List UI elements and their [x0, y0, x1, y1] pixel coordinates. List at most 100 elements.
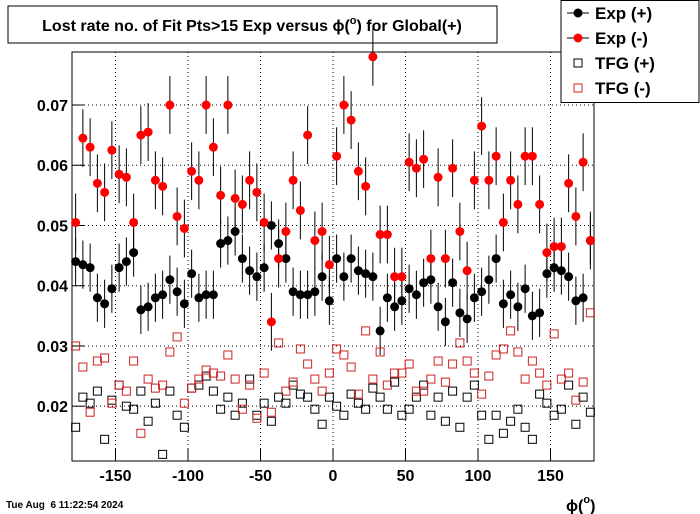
point	[455, 227, 465, 237]
point	[477, 410, 487, 420]
point	[477, 121, 487, 131]
point	[440, 317, 450, 327]
point	[375, 392, 385, 402]
point	[303, 392, 313, 402]
point	[259, 368, 269, 378]
point	[121, 257, 131, 267]
point	[288, 377, 298, 387]
y-tick-label: 0.02	[37, 399, 68, 416]
point	[288, 175, 298, 185]
point	[339, 410, 349, 420]
point	[411, 290, 421, 300]
point	[259, 263, 269, 273]
point	[564, 368, 574, 378]
point	[136, 428, 146, 438]
series	[71, 308, 595, 438]
point	[564, 380, 574, 390]
point	[216, 371, 226, 381]
point	[404, 359, 414, 369]
point	[549, 329, 559, 339]
point	[513, 347, 523, 357]
point	[237, 199, 247, 209]
point	[346, 254, 356, 264]
y-tick-label: 0.06	[37, 158, 68, 175]
point	[339, 350, 349, 360]
point	[520, 284, 530, 294]
point	[245, 374, 255, 384]
point	[361, 404, 371, 414]
point	[194, 380, 204, 390]
point	[201, 100, 211, 110]
legend-marker	[573, 8, 583, 18]
point	[382, 404, 392, 414]
point	[266, 416, 276, 426]
point	[455, 338, 465, 348]
point	[477, 287, 487, 297]
point	[216, 190, 226, 200]
point	[455, 422, 465, 432]
point	[498, 344, 508, 354]
point	[462, 266, 472, 276]
point	[114, 380, 124, 390]
point	[368, 383, 378, 393]
point	[585, 236, 595, 246]
point	[462, 392, 472, 402]
point	[520, 374, 530, 384]
point	[252, 272, 262, 282]
point	[375, 326, 385, 336]
point	[172, 287, 182, 297]
point	[469, 175, 479, 185]
point	[585, 407, 595, 417]
legend-marker	[573, 83, 583, 93]
legend-box	[560, 0, 700, 103]
point	[310, 404, 320, 414]
x-tick-label: 0	[329, 468, 338, 485]
point	[324, 392, 334, 402]
point	[368, 272, 378, 282]
point	[520, 422, 530, 432]
point	[513, 404, 523, 414]
point	[85, 407, 95, 417]
point	[303, 130, 313, 140]
legend-label: Exp (+)	[595, 4, 652, 23]
point	[187, 383, 197, 393]
legend-marker	[573, 58, 583, 68]
point	[216, 404, 226, 414]
series	[71, 371, 595, 459]
point	[274, 392, 284, 402]
point	[448, 359, 458, 369]
point	[324, 260, 334, 270]
point	[158, 380, 168, 390]
point	[426, 254, 436, 264]
point	[397, 410, 407, 420]
point	[578, 392, 588, 402]
x-label-part: ϕ(	[566, 498, 584, 514]
point	[368, 52, 378, 62]
point	[353, 398, 363, 408]
point	[78, 392, 88, 402]
point	[107, 398, 117, 408]
point	[259, 398, 269, 408]
legend-entry: TFG (-)	[573, 79, 651, 98]
point	[150, 398, 160, 408]
point	[571, 419, 581, 429]
point	[100, 434, 110, 444]
point	[179, 398, 189, 408]
point	[469, 293, 479, 303]
point	[513, 199, 523, 209]
point	[100, 187, 110, 197]
point	[535, 389, 545, 399]
point	[469, 368, 479, 378]
point	[419, 386, 429, 396]
point	[571, 395, 581, 405]
point	[274, 254, 284, 264]
point	[237, 404, 247, 414]
point	[165, 347, 175, 357]
point	[78, 362, 88, 372]
point	[100, 353, 110, 363]
point	[498, 428, 508, 438]
point	[208, 142, 218, 152]
point	[230, 227, 240, 237]
point	[143, 127, 153, 137]
point	[390, 368, 400, 378]
